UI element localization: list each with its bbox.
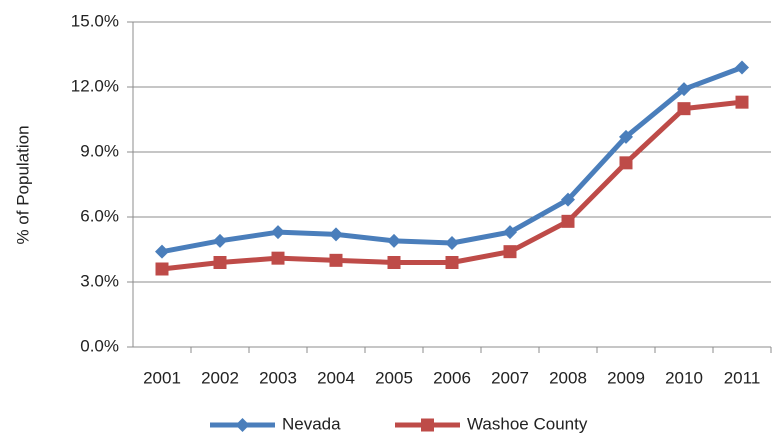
x-tick-label: 2008	[549, 368, 587, 387]
x-tick-label: 2002	[201, 368, 239, 387]
marker	[329, 227, 343, 242]
x-tick-label: 2005	[375, 368, 413, 387]
marker	[329, 253, 343, 267]
x-tick-label: 2006	[433, 368, 471, 387]
marker	[213, 233, 227, 248]
legend-label: Nevada	[282, 414, 341, 433]
marker	[387, 256, 401, 269]
marker	[271, 251, 285, 265]
y-tick-label: 15.0%	[71, 11, 119, 30]
y-axis-label: % of Population	[13, 125, 32, 244]
x-tick-label: 2010	[665, 368, 703, 387]
y-tick-label: 9.0%	[80, 141, 119, 160]
marker	[503, 225, 517, 240]
series-line	[161, 65, 743, 255]
marker	[619, 129, 633, 144]
marker	[155, 262, 169, 276]
x-tick-label: 2007	[491, 368, 529, 387]
marker	[271, 225, 285, 240]
x-tick-label: 2004	[317, 368, 355, 387]
x-tick-label: 2009	[607, 368, 645, 387]
marker	[561, 192, 575, 207]
marker	[561, 214, 575, 228]
y-tick-label: 6.0%	[80, 206, 119, 225]
marker	[735, 95, 749, 109]
y-tick-label: 12.0%	[71, 76, 119, 95]
marker	[677, 82, 691, 97]
marker	[387, 233, 401, 248]
marker	[213, 256, 227, 269]
x-tick-label: 2011	[724, 368, 761, 387]
marker	[735, 60, 749, 75]
legend-marker	[235, 418, 250, 432]
x-tick-label: 2003	[259, 368, 297, 387]
marker	[445, 236, 459, 250]
marker	[155, 244, 169, 259]
marker	[445, 256, 459, 269]
legend-marker	[421, 418, 434, 432]
marker	[677, 102, 691, 116]
x-tick-label: 2001	[143, 368, 181, 387]
y-tick-label: 3.0%	[80, 271, 119, 290]
y-tick-label: 0.0%	[80, 336, 119, 355]
marker	[619, 156, 633, 170]
marker	[503, 245, 517, 259]
legend-label: Washoe County	[467, 414, 588, 433]
